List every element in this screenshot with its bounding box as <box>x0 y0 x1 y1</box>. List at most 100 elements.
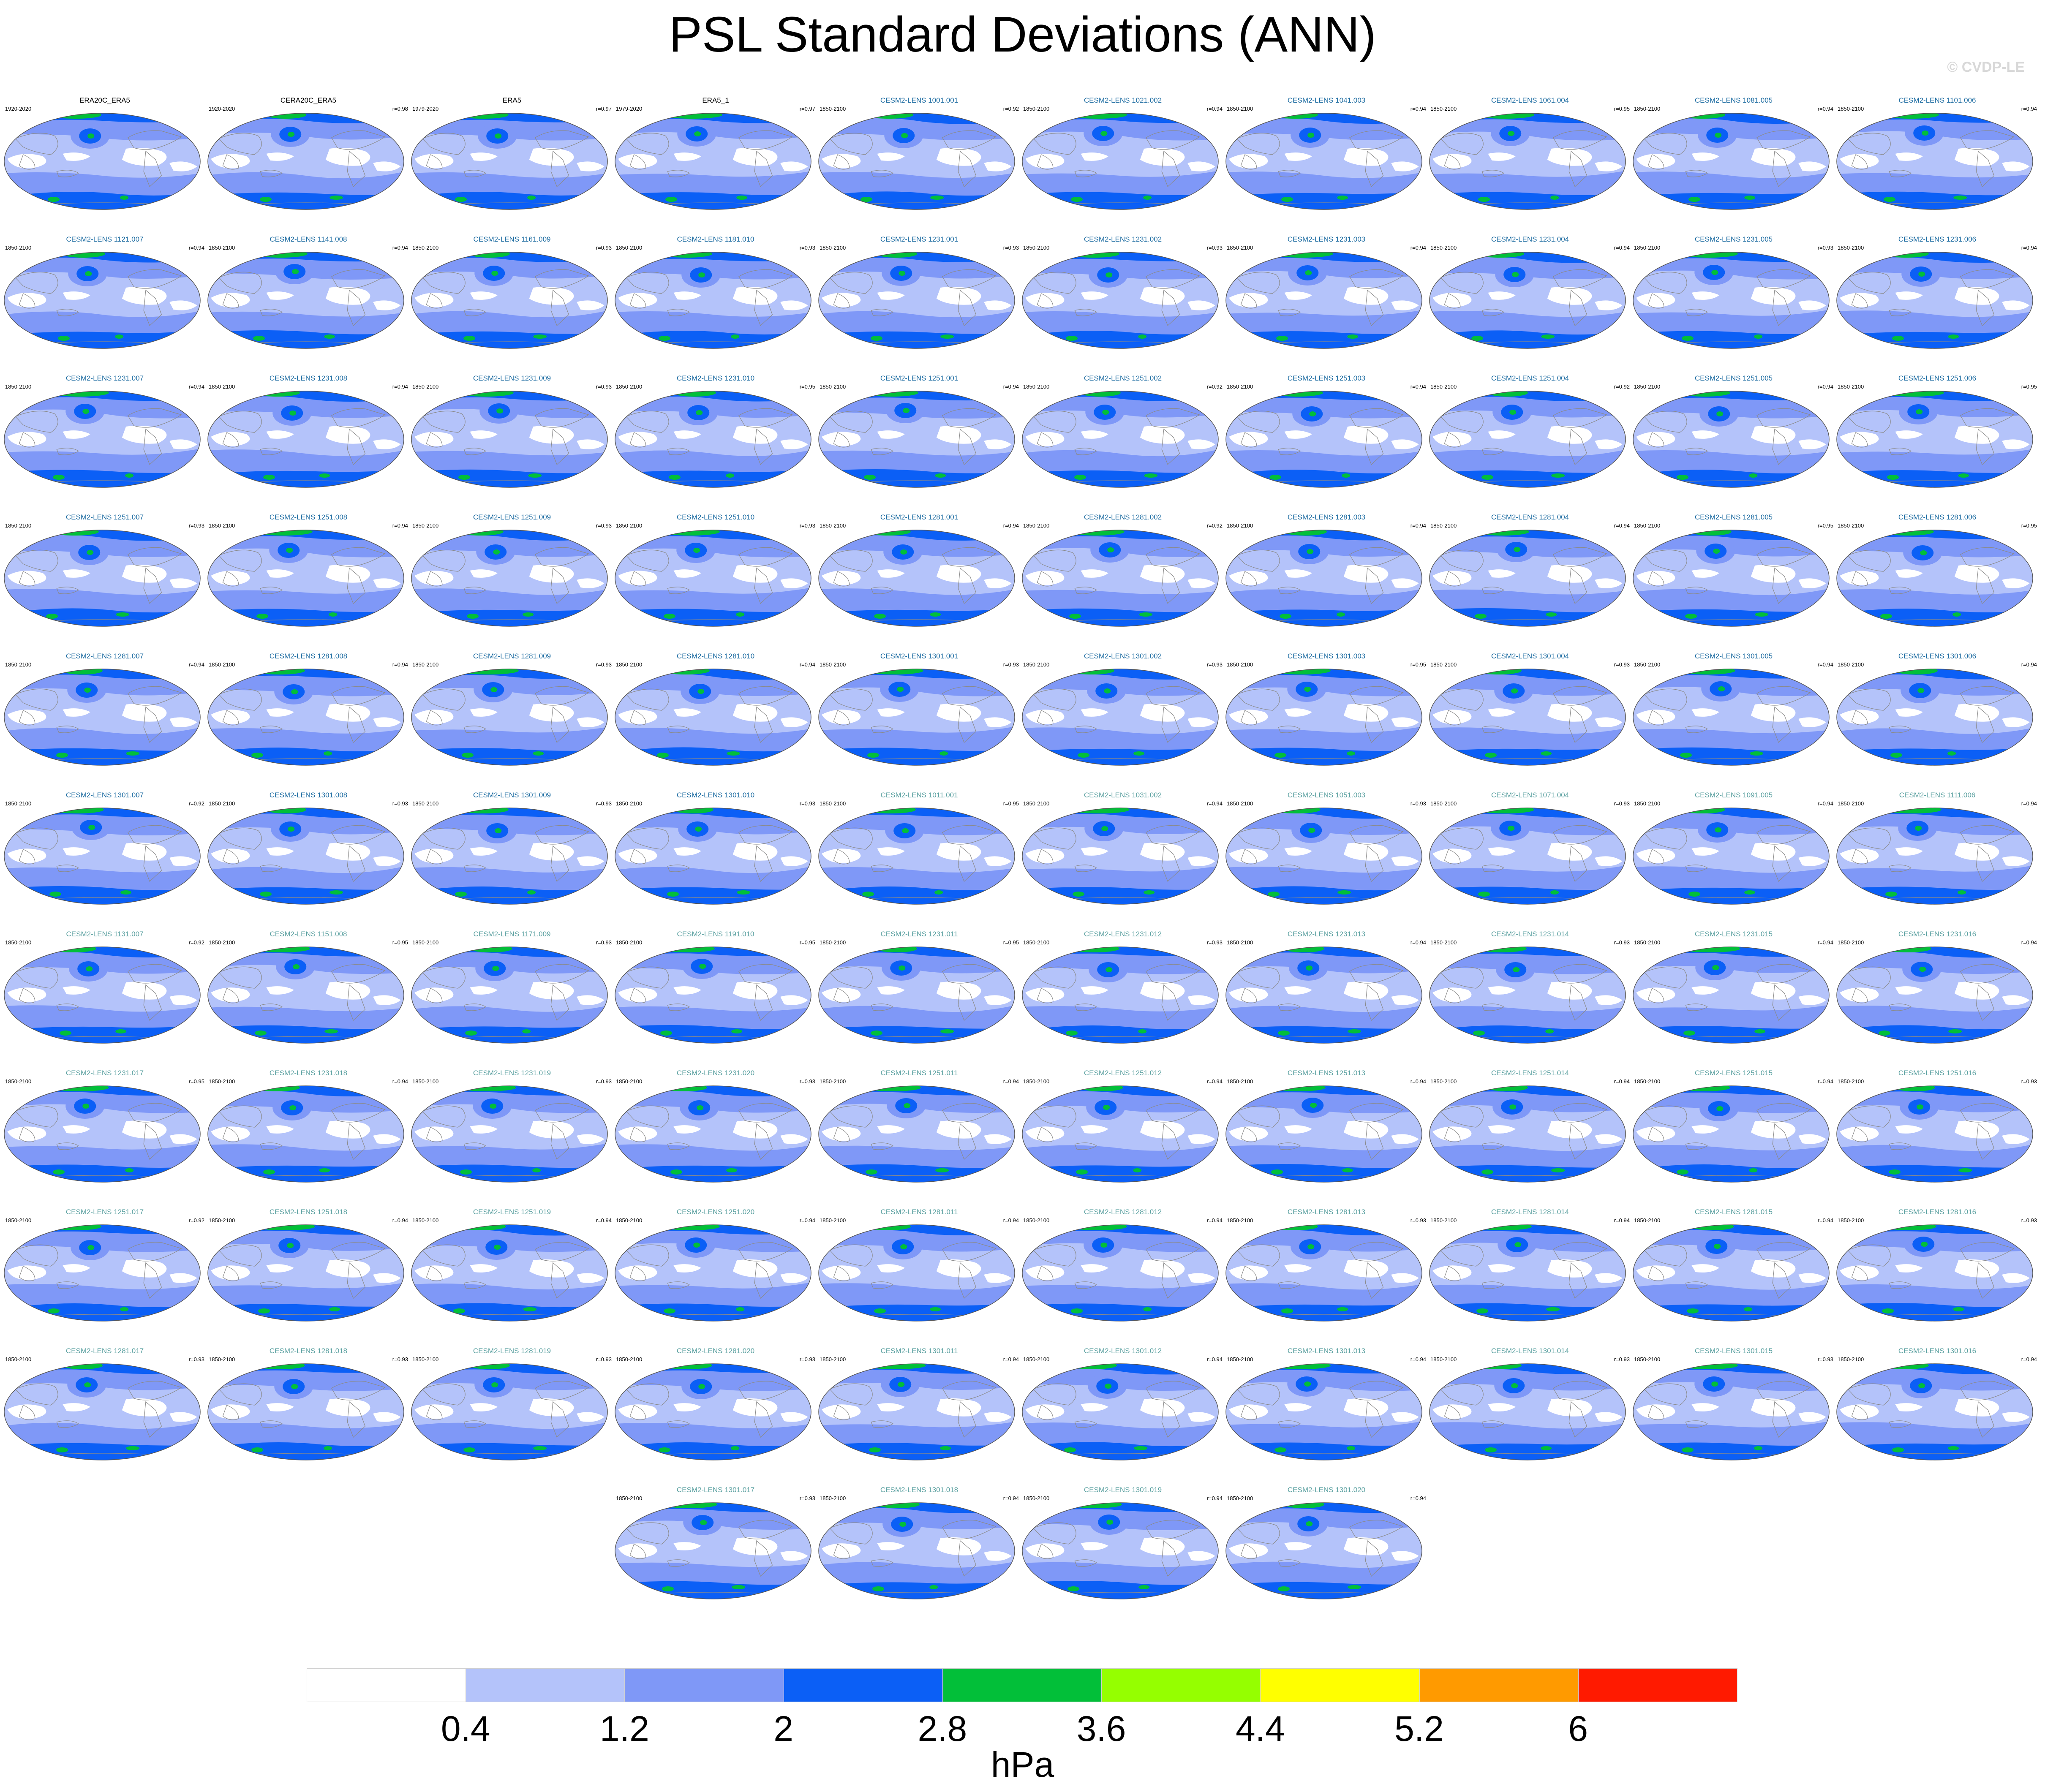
panel-correlation: r=0.95 <box>799 939 815 946</box>
panel-title: CESM2-LENS 1231.020 <box>676 1069 755 1077</box>
map-panel: CESM2-LENS 1301.014 1850-2100 r=0.93 <box>1429 1347 1631 1486</box>
panel-title: CESM2-LENS 1231.014 <box>1491 930 1569 938</box>
panel-period: 1850-2100 <box>820 661 846 668</box>
psl-stddev-map <box>818 946 1015 1044</box>
psl-stddev-map <box>411 252 608 349</box>
colorbar-tick-label: 5.2 <box>1394 1709 1444 1748</box>
panel-period: 1850-2100 <box>412 800 439 807</box>
panel-title: CESM2-LENS 1281.010 <box>676 652 755 660</box>
map-panel: CESM2-LENS 1231.012 1850-2100 r=0.93 <box>1021 930 1224 1069</box>
panel-title: CESM2-LENS 1281.020 <box>676 1347 755 1355</box>
panel-correlation: r=0.94 <box>1003 1356 1019 1362</box>
psl-stddev-map <box>4 113 201 210</box>
panel-title: CESM2-LENS 1251.019 <box>473 1208 551 1216</box>
colorbar-swatch <box>1578 1668 1737 1702</box>
panel-title: CESM2-LENS 1231.006 <box>1898 235 1977 243</box>
panel-title: CESM2-LENS 1081.005 <box>1694 96 1773 104</box>
map-panel: CESM2-LENS 1091.005 1850-2100 r=0.94 <box>1632 791 1835 930</box>
map-panel: CESM2-LENS 1251.019 1850-2100 r=0.94 <box>411 1208 613 1347</box>
psl-stddev-map <box>1633 252 1830 349</box>
map-panel: CESM2-LENS 1281.014 1850-2100 r=0.94 <box>1429 1208 1631 1347</box>
map-panel: CESM2-LENS 1231.014 1850-2100 r=0.93 <box>1429 930 1631 1069</box>
panel-correlation: r=0.94 <box>596 1217 612 1224</box>
map-panel: CESM2-LENS 1301.018 1850-2100 r=0.94 <box>818 1486 1021 1625</box>
panel-period: 1850-2100 <box>1227 1356 1253 1362</box>
map-panel: CESM2-LENS 1071.004 1850-2100 r=0.93 <box>1429 791 1631 930</box>
panel-period: 1850-2100 <box>1838 661 1864 668</box>
map-panel: CESM2-LENS 1231.003 1850-2100 r=0.94 <box>1225 235 1428 375</box>
panel-title: CESM2-LENS 1281.008 <box>269 652 348 660</box>
psl-stddev-map <box>1633 530 1830 627</box>
map-panel: CESM2-LENS 1231.005 1850-2100 r=0.93 <box>1632 235 1835 375</box>
panel-title: CESM2-LENS 1231.013 <box>1287 930 1366 938</box>
map-panel: CESM2-LENS 1191.010 1850-2100 r=0.95 <box>614 930 817 1069</box>
psl-stddev-map <box>1022 1224 1219 1322</box>
panel-period: 1850-2100 <box>616 1217 643 1224</box>
panel-period: 1850-2100 <box>1430 106 1457 112</box>
map-panel: CESM2-LENS 1281.012 1850-2100 r=0.94 <box>1021 1208 1224 1347</box>
panel-correlation: r=0.94 <box>2021 939 2037 946</box>
panel-period: 1850-2100 <box>1838 245 1864 251</box>
panel-correlation: r=0.94 <box>1003 1217 1019 1224</box>
psl-stddev-map <box>615 252 811 349</box>
panel-title: CESM2-LENS 1301.013 <box>1287 1347 1366 1355</box>
panel-correlation: r=0.94 <box>1410 1356 1426 1362</box>
panel-title: CESM2-LENS 1031.002 <box>1084 791 1162 799</box>
panel-title: CESM2-LENS 1251.003 <box>1287 374 1366 382</box>
panel-correlation: r=0.94 <box>1817 1078 1833 1085</box>
map-panel: CESM2-LENS 1161.009 1850-2100 r=0.93 <box>411 235 613 375</box>
panel-correlation: r=0.94 <box>1614 522 1630 529</box>
panel-period: 1850-2100 <box>1430 661 1457 668</box>
panel-title: CESM2-LENS 1281.016 <box>1898 1208 1977 1216</box>
colorbar-swatch <box>1101 1668 1261 1702</box>
map-panel: CESM2-LENS 1251.011 1850-2100 r=0.94 <box>818 1069 1021 1208</box>
panel-correlation: r=0.94 <box>1614 1217 1630 1224</box>
panel-correlation: r=0.93 <box>596 800 612 807</box>
panel-correlation: r=0.93 <box>1614 1356 1630 1362</box>
panel-period: 1850-2100 <box>1227 800 1253 807</box>
panel-correlation: r=0.94 <box>1817 1217 1833 1224</box>
map-panel: CESM2-LENS 1231.002 1850-2100 r=0.93 <box>1021 235 1224 375</box>
panel-correlation: r=0.93 <box>1206 939 1223 946</box>
map-panel: CESM2-LENS 1251.006 1850-2100 r=0.95 <box>1836 374 2039 514</box>
panel-correlation: r=0.94 <box>1003 1495 1019 1501</box>
map-panel: CESM2-LENS 1081.005 1850-2100 r=0.94 <box>1632 96 1835 236</box>
psl-stddev-map <box>1429 1085 1626 1183</box>
psl-stddev-map <box>818 1363 1015 1460</box>
psl-stddev-map <box>4 252 201 349</box>
psl-stddev-map <box>1429 113 1626 210</box>
panel-correlation: r=0.93 <box>596 939 612 946</box>
map-panel: CESM2-LENS 1111.006 1850-2100 r=0.94 <box>1836 791 2039 930</box>
psl-stddev-map <box>4 946 201 1044</box>
colorbar-swatch <box>942 1668 1102 1702</box>
psl-stddev-map <box>1225 946 1422 1044</box>
panel-title: CESM2-LENS 1111.006 <box>1899 791 1976 799</box>
panel-period: 1850-2100 <box>1227 245 1253 251</box>
panel-period: 1850-2100 <box>1430 1356 1457 1362</box>
panel-period: 1850-2100 <box>209 383 235 390</box>
psl-stddev-map <box>1429 808 1626 905</box>
colorbar-tick-label: 3.6 <box>1076 1709 1126 1748</box>
psl-stddev-map <box>411 113 608 210</box>
psl-stddev-map <box>4 391 201 488</box>
psl-stddev-map <box>4 530 201 627</box>
psl-stddev-map <box>818 113 1015 210</box>
map-panel: CESM2-LENS 1251.001 1850-2100 r=0.94 <box>818 374 1021 514</box>
panel-correlation: r=0.94 <box>1206 106 1223 112</box>
map-panel: CESM2-LENS 1281.019 1850-2100 r=0.93 <box>411 1347 613 1486</box>
panel-title: CESM2-LENS 1301.002 <box>1084 652 1162 660</box>
panel-period: 1850-2100 <box>1023 939 1050 946</box>
map-panel: CESM2-LENS 1281.009 1850-2100 r=0.93 <box>411 652 613 791</box>
map-panel: CESM2-LENS 1231.006 1850-2100 r=0.94 <box>1836 235 2039 375</box>
panel-correlation: r=0.94 <box>1003 383 1019 390</box>
panel-period: 1850-2100 <box>1634 1078 1661 1085</box>
map-panel: CESM2-LENS 1301.016 1850-2100 r=0.94 <box>1836 1347 2039 1486</box>
panel-correlation: r=0.94 <box>1614 1078 1630 1085</box>
psl-stddev-map <box>1429 1224 1626 1322</box>
map-panel: CESM2-LENS 1231.015 1850-2100 r=0.94 <box>1632 930 1835 1069</box>
psl-stddev-map <box>1225 252 1422 349</box>
panel-period: 1850-2100 <box>1634 383 1661 390</box>
panel-period: 1850-2100 <box>5 245 32 251</box>
psl-stddev-map <box>1022 946 1219 1044</box>
map-panel: CESM2-LENS 1281.020 1850-2100 r=0.93 <box>614 1347 817 1486</box>
